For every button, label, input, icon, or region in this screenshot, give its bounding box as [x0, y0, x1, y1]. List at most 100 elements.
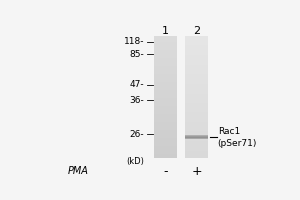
Text: 36-: 36-: [130, 96, 145, 105]
Bar: [185, 114, 208, 115]
Bar: [154, 64, 177, 65]
Bar: [154, 135, 177, 136]
Bar: [185, 108, 208, 109]
Bar: [154, 51, 177, 52]
Bar: [154, 113, 177, 114]
Bar: [185, 85, 208, 86]
Bar: [154, 58, 177, 59]
Text: Rac1
(pSer71): Rac1 (pSer71): [218, 127, 257, 148]
Bar: [154, 151, 177, 152]
Bar: [154, 44, 177, 45]
Text: 47-: 47-: [130, 80, 145, 89]
Bar: [154, 148, 177, 149]
Bar: [185, 107, 208, 108]
Bar: [154, 120, 177, 121]
Bar: [185, 36, 208, 37]
Bar: [185, 140, 208, 141]
Bar: [154, 103, 177, 104]
Bar: [185, 138, 208, 139]
Bar: [154, 71, 177, 72]
Bar: [154, 48, 177, 49]
Bar: [185, 110, 208, 111]
Bar: [154, 53, 177, 54]
Bar: [185, 129, 208, 130]
Bar: [185, 41, 208, 42]
Bar: [154, 77, 177, 78]
Bar: [154, 100, 177, 101]
Bar: [154, 132, 177, 133]
Bar: [154, 70, 177, 71]
Bar: [154, 60, 177, 61]
Bar: [185, 151, 208, 152]
Bar: [154, 82, 177, 83]
Bar: [185, 47, 208, 48]
Bar: [154, 109, 177, 110]
Bar: [185, 127, 208, 128]
Bar: [154, 117, 177, 118]
Bar: [154, 129, 177, 130]
Bar: [185, 106, 208, 107]
Bar: [154, 95, 177, 96]
Bar: [154, 42, 177, 43]
Bar: [154, 68, 177, 69]
Bar: [185, 96, 208, 97]
Bar: [154, 83, 177, 84]
Bar: [185, 124, 208, 125]
Bar: [185, 147, 208, 148]
Bar: [185, 45, 208, 46]
Bar: [154, 122, 177, 123]
Bar: [154, 145, 177, 146]
Bar: [154, 43, 177, 44]
Text: 85-: 85-: [130, 50, 145, 59]
Bar: [154, 66, 177, 67]
Bar: [154, 72, 177, 73]
Bar: [185, 71, 208, 72]
Bar: [154, 144, 177, 145]
Bar: [185, 70, 208, 71]
Bar: [185, 51, 208, 52]
Bar: [154, 91, 177, 92]
Bar: [154, 130, 177, 131]
Bar: [185, 86, 208, 87]
Bar: [154, 111, 177, 112]
Bar: [154, 47, 177, 48]
Bar: [185, 58, 208, 59]
Bar: [185, 76, 208, 77]
Bar: [154, 37, 177, 38]
Bar: [185, 65, 208, 66]
Bar: [154, 85, 177, 86]
Bar: [154, 80, 177, 81]
Bar: [154, 124, 177, 125]
Bar: [185, 133, 208, 134]
Bar: [185, 52, 208, 53]
Bar: [185, 149, 208, 150]
Bar: [185, 80, 208, 81]
Bar: [154, 94, 177, 95]
Bar: [154, 92, 177, 93]
Bar: [185, 156, 208, 157]
Bar: [154, 57, 177, 58]
Bar: [154, 88, 177, 89]
Bar: [185, 132, 208, 133]
Bar: [154, 38, 177, 39]
Bar: [154, 125, 177, 126]
Bar: [185, 55, 208, 56]
Bar: [185, 103, 208, 104]
Bar: [154, 86, 177, 87]
Bar: [185, 49, 208, 50]
Bar: [154, 110, 177, 111]
Bar: [154, 62, 177, 63]
Bar: [154, 84, 177, 85]
Text: PMA: PMA: [68, 166, 88, 176]
Bar: [154, 140, 177, 141]
Bar: [185, 78, 208, 79]
Bar: [185, 139, 208, 140]
Bar: [185, 135, 208, 136]
Bar: [185, 59, 208, 60]
Text: 118-: 118-: [124, 37, 145, 46]
Bar: [185, 53, 208, 54]
Bar: [154, 45, 177, 46]
Bar: [154, 134, 177, 135]
Bar: [185, 113, 208, 114]
Bar: [154, 112, 177, 113]
